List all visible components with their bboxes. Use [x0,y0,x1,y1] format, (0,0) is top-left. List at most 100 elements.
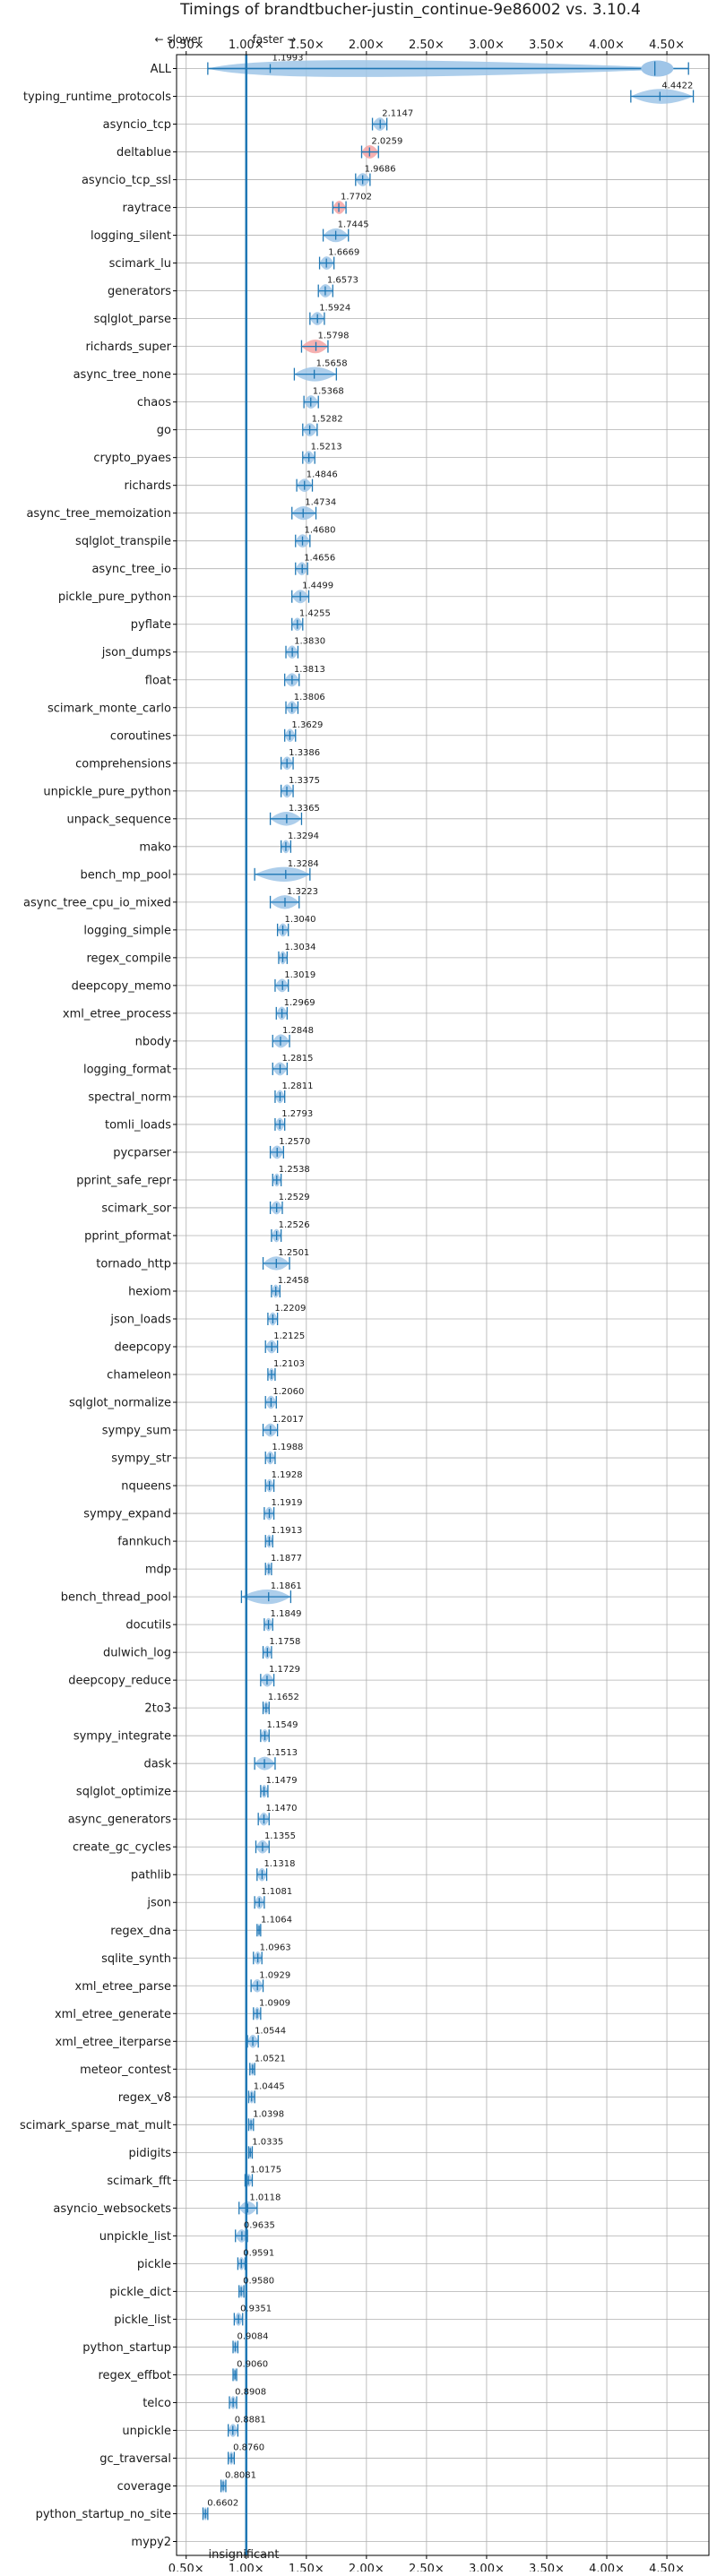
y-tick-label-nbody: nbody [135,1035,172,1048]
y-tick-label-xml-etree-iterparse: xml_etree_iterparse [55,2036,171,2049]
y-tick-label-unpickle-pure-python: unpickle_pure_python [43,785,171,798]
x-tick-label-top: 1.50× [289,39,324,52]
value-label-tomli-loads: 1.2793 [281,1109,313,1119]
y-tick-label-sqlite-synth: sqlite_synth [101,1952,171,1966]
value-label-scimark-monte-carlo: 1.3806 [294,693,325,702]
y-tick-label-pickle: pickle [137,2258,171,2271]
violin-marks [202,60,695,2520]
y-tick-label-meteor-contest: meteor_contest [80,2063,171,2077]
value-label-pprint-pformat: 1.2526 [279,1220,310,1230]
y-tick-label-pickle-dict: pickle_dict [109,2286,171,2299]
y-tick-label-coroutines: coroutines [110,729,171,743]
y-tick-label-logging-format: logging_format [83,1063,171,1076]
y-tick-label-tomli-loads: tomli_loads [105,1118,171,1132]
y-tick-label-regex-compile: regex_compile [86,952,171,965]
value-label-pickle-dict: 0.9580 [243,2276,274,2286]
value-label-scimark-lu: 1.6669 [328,248,359,258]
value-label-all: 1.1993 [272,54,303,64]
y-tick-label-unpickle: unpickle [122,2425,171,2438]
value-label-async-tree-none: 1.5658 [316,359,348,369]
y-tick-label-json: json [146,1897,171,1910]
value-label-pyflate: 1.4255 [299,609,331,619]
x-tick-label-top: 3.00× [469,39,505,52]
y-tick-label-scimark-fft: scimark_fft [107,2175,171,2188]
y-tick-label-logging-simple: logging_simple [83,924,171,937]
y-tick-label-sqlglot-transpile: sqlglot_transpile [75,535,171,548]
value-label-chaos: 1.5368 [313,387,344,397]
x-tick-label-bottom: 4.50× [649,2563,685,2572]
y-tick-label-sqlglot-parse: sqlglot_parse [94,313,171,326]
value-label-async-tree-memoization: 1.4734 [305,498,336,508]
value-label-xml-etree-iterparse: 1.0544 [255,2026,286,2036]
y-tick-label-sympy-integrate: sympy_integrate [73,1730,171,1744]
value-label-deepcopy-memo: 1.3019 [284,970,315,980]
y-tick-label-unpickle-list: unpickle_list [99,2230,171,2244]
y-tick-label-async-generators: async_generators [68,1814,172,1827]
value-label-telco: 0.8908 [235,2387,266,2397]
y-tick-label-tornado-http: tornado_http [96,1257,171,1271]
y-tick-label-asyncio-tcp: asyncio_tcp [103,118,171,132]
y-tick-label-scimark-sparse-mat-mult: scimark_sparse_mat_mult [20,2119,171,2132]
reference-line-layer [207,55,689,2555]
y-tick-label-json-dumps: json_dumps [101,646,171,659]
y-tick-label-regex-v8: regex_v8 [118,2091,171,2105]
value-label-deepcopy: 1.2125 [273,1331,305,1341]
value-label-coroutines: 1.3629 [291,720,323,730]
y-tick-label-2to3: 2to3 [144,1702,171,1716]
x-tick-label-top: 0.50× [168,39,204,52]
value-label-coverage: 0.8081 [225,2470,256,2480]
y-tick-label-raytrace: raytrace [122,202,171,215]
value-label-logging-simple: 1.3040 [285,915,316,925]
value-label-create-gc-cycles: 1.1355 [264,1831,296,1841]
value-label-dask: 1.1513 [266,1748,298,1758]
value-label-nqueens: 1.1928 [272,1470,303,1480]
all-row-outlier-violin [641,60,674,77]
value-label-json-dumps: 1.3830 [294,637,325,647]
y-tick-label-sympy-str: sympy_str [111,1452,171,1466]
y-tick-label-python-startup-no-site: python_startup_no_site [36,2508,171,2521]
y-tick-label-fannkuch: fannkuch [117,1536,171,1549]
chart-title: Timings of brandtbucher-justin_continue-… [179,1,641,19]
value-label-json: 1.1081 [261,1887,292,1897]
y-tick-label-richards-super: richards_super [85,340,171,354]
x-tick-label-bottom: 1.00× [229,2563,264,2572]
y-tick-label-pprint-pformat: pprint_pformat [84,1229,171,1243]
x-tick-label-top: 2.50× [409,39,445,52]
y-tick-label-float: float [145,674,171,687]
value-label-crypto-pyaes: 1.5213 [311,443,342,452]
x-tick-label-bottom: 0.50× [168,2563,204,2572]
value-label-chameleon: 1.2103 [273,1359,305,1369]
value-label-float: 1.3813 [294,665,325,675]
y-tick-label-comprehensions: comprehensions [75,757,171,771]
value-label-sqlglot-normalize: 1.2060 [272,1387,304,1397]
y-tick-label-mdp: mdp [145,1564,171,1577]
y-tick-label-async-tree-none: async_tree_none [73,368,171,382]
value-label-regex-compile: 1.3034 [284,943,315,952]
y-tick-label-bench-mp-pool: bench_mp_pool [80,868,171,882]
y-tick-label-dulwich-log: dulwich_log [103,1647,171,1660]
y-tick-label-async-tree-io: async_tree_io [91,563,171,576]
y-tick-label-richards: richards [125,479,172,493]
y-tick-label-deepcopy-reduce: deepcopy_reduce [68,1675,171,1688]
x-tick-label-top: 4.00× [589,39,625,52]
value-label-go: 1.5282 [312,415,343,425]
value-label-mdp: 1.1877 [271,1554,302,1564]
value-label-python-startup-no-site: 0.6602 [207,2498,238,2508]
value-label-raytrace: 1.7702 [341,193,372,202]
value-label-spectral-norm: 1.2811 [281,1081,313,1091]
x-tick-label-bottom: 2.50× [409,2563,445,2572]
value-label-asyncio-websockets: 1.0118 [249,2193,281,2202]
value-label-regex-v8: 1.0445 [254,2081,285,2091]
value-label-sqlite-synth: 1.0963 [260,1943,291,1952]
value-label-xml-etree-process: 1.2969 [284,998,315,1008]
value-label-pycparser: 1.2570 [279,1137,310,1147]
value-label-pidigits: 1.0335 [252,2137,283,2147]
y-tick-label-regex-dna: regex_dna [110,1925,171,1938]
y-tick-label-async-tree-memoization: async_tree_memoization [26,507,171,521]
value-label-gc-traversal: 0.8760 [233,2442,264,2452]
y-tick-label-scimark-sor: scimark_sor [101,1202,171,1215]
y-tick-label-spectral-norm: spectral_norm [88,1090,171,1104]
value-label-sympy-expand: 1.1919 [272,1498,303,1508]
y-tick-label-unpack-sequence: unpack_sequence [66,813,171,826]
